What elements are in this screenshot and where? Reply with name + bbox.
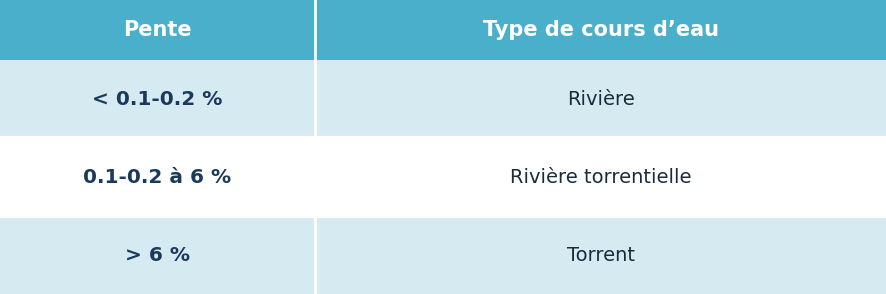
Text: < 0.1-0.2 %: < 0.1-0.2 % [92, 90, 222, 109]
Bar [315, 216, 886, 294]
Text: Type de cours d’eau: Type de cours d’eau [482, 20, 719, 40]
Bar [315, 60, 886, 138]
Text: 0.1-0.2 à 6 %: 0.1-0.2 à 6 % [83, 168, 231, 187]
Text: Rivière: Rivière [566, 90, 634, 109]
Bar [0, 138, 315, 216]
Bar [315, 138, 886, 216]
Bar [0, 0, 315, 60]
Bar [0, 60, 315, 138]
Bar [0, 216, 315, 294]
Text: > 6 %: > 6 % [125, 245, 190, 265]
Text: Pente: Pente [123, 20, 191, 40]
Bar [315, 0, 886, 60]
Text: Torrent: Torrent [566, 245, 634, 265]
Text: Rivière torrentielle: Rivière torrentielle [509, 168, 691, 187]
